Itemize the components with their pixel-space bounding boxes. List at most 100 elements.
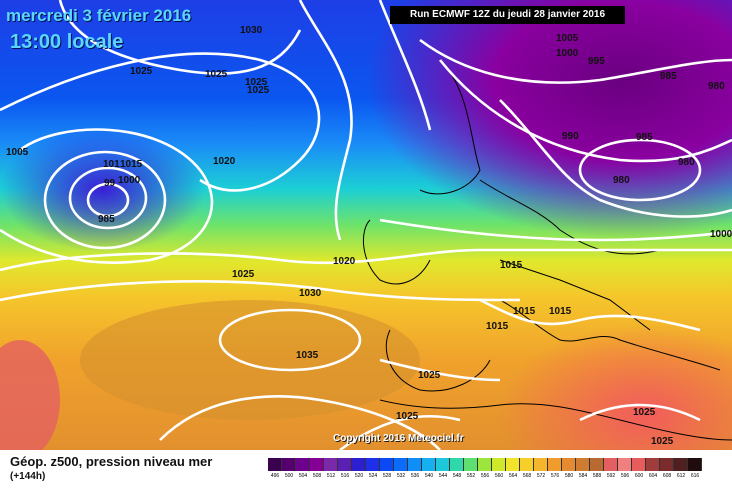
scale-label: 520 — [354, 473, 364, 479]
copyright-notice: Copyright 2016 Meteociel.fr — [333, 433, 464, 444]
isobar-label: 1005 — [556, 33, 579, 44]
scale-label: 504 — [298, 473, 308, 479]
scale-swatch — [282, 458, 296, 471]
scale-label: 528 — [382, 473, 392, 479]
scale-label: 612 — [676, 473, 686, 479]
isobar-label: 1015 — [513, 306, 536, 317]
scale-label: 512 — [326, 473, 336, 479]
scale-swatch — [436, 458, 450, 471]
scale-swatch — [632, 458, 646, 471]
scale-label: 560 — [494, 473, 504, 479]
scale-label: 580 — [564, 473, 574, 479]
coastlines — [362, 59, 732, 441]
scale-swatch — [674, 458, 688, 471]
scale-swatch — [408, 458, 422, 471]
scale-label: 604 — [648, 473, 658, 479]
isobar-label: 980 — [678, 157, 695, 168]
isobar-label: 1005 — [6, 147, 29, 158]
scale-label: 496 — [270, 473, 280, 479]
isobar-label: 1025 — [232, 269, 255, 280]
scale-label: 608 — [662, 473, 672, 479]
isobar-label: 1015 — [549, 306, 572, 317]
scale-label: 576 — [550, 473, 560, 479]
isobar-label: 980 — [708, 81, 725, 92]
scale-label: 592 — [606, 473, 616, 479]
scale-label: 572 — [536, 473, 546, 479]
scale-swatch — [380, 458, 394, 471]
scale-label: 564 — [508, 473, 518, 479]
isobar-label: 1025 — [418, 370, 441, 381]
scale-swatch — [352, 458, 366, 471]
high-southwest — [0, 340, 60, 450]
isobar-label: 1000 — [118, 175, 141, 186]
scale-swatch — [576, 458, 590, 471]
isobar-label: 1015 — [120, 159, 143, 170]
scale-swatch — [534, 458, 548, 471]
forecast-date: mercredi 3 février 2016 — [6, 6, 192, 25]
scale-label: 552 — [466, 473, 476, 479]
scale-swatch — [660, 458, 674, 471]
map-canvas: 1030 1025 1025 1025 1025 1005 1000 995 9… — [0, 0, 732, 450]
isobar-label: 101 — [103, 159, 120, 170]
scale-label: 584 — [578, 473, 588, 479]
scale-swatch — [618, 458, 632, 471]
isobar-label: 1025 — [247, 85, 270, 96]
isobar-label: 985 — [636, 132, 653, 143]
high-pressure-area — [80, 300, 420, 420]
scale-swatch — [646, 458, 660, 471]
scale-label: 568 — [522, 473, 532, 479]
scale-label: 544 — [438, 473, 448, 479]
scale-swatch — [338, 458, 352, 471]
scale-swatch — [562, 458, 576, 471]
model-run-info: Run ECMWF 12Z du jeudi 28 janvier 2016 — [390, 6, 625, 24]
isobar-label: 1030 — [240, 25, 263, 36]
scale-label: 536 — [410, 473, 420, 479]
isobar-label: 1035 — [296, 350, 319, 361]
isobar-label: 985 — [98, 214, 115, 225]
isobar-label: 1015 — [486, 321, 509, 332]
scale-label: 556 — [480, 473, 490, 479]
scale-swatch — [492, 458, 506, 471]
scale-label: 616 — [690, 473, 700, 479]
isobar-label: 1000 — [710, 229, 732, 240]
isobar-label: 1025 — [396, 411, 419, 422]
scale-swatch — [688, 458, 702, 471]
scale-label: 508 — [312, 473, 322, 479]
scale-swatch — [506, 458, 520, 471]
isobars — [0, 0, 732, 450]
isobar-label: 1000 — [556, 48, 579, 59]
isobar-label: 1030 — [299, 288, 322, 299]
legend-subtitle: (+144h) — [10, 471, 46, 482]
scale-label: 588 — [592, 473, 602, 479]
scale-label: 548 — [452, 473, 462, 479]
scale-swatch — [604, 458, 618, 471]
isobar-label: 1025 — [651, 436, 674, 447]
scale-swatch — [394, 458, 408, 471]
scale-swatch — [548, 458, 562, 471]
scale-swatch — [310, 458, 324, 471]
isobar-label: 985 — [660, 71, 677, 82]
color-scale — [268, 458, 702, 471]
scale-swatch — [422, 458, 436, 471]
isobar-label: 1025 — [205, 69, 228, 80]
isobar-label: 995 — [588, 56, 605, 67]
isobar-label: 1015 — [500, 260, 523, 271]
scale-label: 500 — [284, 473, 294, 479]
isobar-label: 99 — [104, 178, 116, 189]
scale-swatch — [590, 458, 604, 471]
scale-label: 596 — [620, 473, 630, 479]
scale-swatch — [268, 458, 282, 471]
isobar-label: 1025 — [245, 77, 268, 88]
scale-label: 524 — [368, 473, 378, 479]
scale-swatch — [520, 458, 534, 471]
scale-swatch — [296, 458, 310, 471]
isobar-label: 1020 — [213, 156, 236, 167]
isobar-label: 1025 — [633, 407, 656, 418]
scale-label: 532 — [396, 473, 406, 479]
scale-swatch — [464, 458, 478, 471]
scale-swatch — [366, 458, 380, 471]
forecast-time: 13:00 locale — [10, 31, 124, 53]
scale-label: 516 — [340, 473, 350, 479]
scale-label: 540 — [424, 473, 434, 479]
legend-title: Géop. z500, pression niveau mer — [10, 454, 213, 469]
